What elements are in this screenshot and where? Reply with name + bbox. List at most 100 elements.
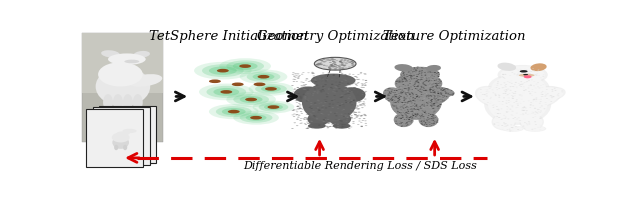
Circle shape — [421, 75, 422, 76]
Circle shape — [538, 109, 540, 110]
Circle shape — [321, 113, 323, 114]
Circle shape — [323, 121, 325, 122]
Circle shape — [425, 97, 427, 98]
Circle shape — [348, 93, 351, 94]
Circle shape — [300, 111, 302, 112]
Circle shape — [351, 99, 355, 100]
Circle shape — [361, 107, 364, 108]
Circle shape — [317, 64, 321, 65]
Circle shape — [300, 120, 302, 121]
Circle shape — [428, 113, 429, 114]
Circle shape — [349, 117, 353, 118]
Ellipse shape — [124, 132, 143, 146]
Circle shape — [511, 127, 513, 128]
Circle shape — [497, 122, 499, 123]
Circle shape — [333, 120, 336, 121]
Circle shape — [334, 91, 337, 92]
Circle shape — [399, 123, 401, 124]
Circle shape — [329, 66, 332, 67]
Circle shape — [311, 72, 314, 73]
Circle shape — [312, 91, 315, 92]
Circle shape — [546, 89, 548, 90]
Circle shape — [429, 124, 431, 125]
Circle shape — [345, 86, 348, 87]
Circle shape — [298, 115, 300, 116]
Circle shape — [392, 92, 394, 93]
Circle shape — [496, 109, 498, 110]
Circle shape — [541, 92, 543, 93]
Circle shape — [494, 112, 496, 113]
Circle shape — [360, 73, 362, 74]
Circle shape — [337, 78, 340, 79]
Circle shape — [351, 65, 354, 66]
Circle shape — [433, 98, 435, 99]
Circle shape — [529, 73, 531, 74]
Circle shape — [480, 92, 482, 93]
Circle shape — [319, 64, 323, 65]
Circle shape — [426, 93, 428, 94]
Circle shape — [325, 95, 328, 96]
Circle shape — [390, 91, 392, 92]
Circle shape — [302, 118, 305, 119]
Circle shape — [480, 89, 482, 90]
Circle shape — [352, 108, 355, 109]
Circle shape — [401, 106, 403, 107]
Circle shape — [344, 84, 346, 85]
Circle shape — [447, 93, 449, 94]
Circle shape — [490, 103, 492, 104]
Circle shape — [338, 119, 340, 120]
Circle shape — [404, 110, 406, 111]
Circle shape — [420, 72, 422, 73]
Circle shape — [506, 89, 508, 90]
Circle shape — [531, 95, 533, 96]
Circle shape — [410, 76, 412, 77]
Circle shape — [305, 96, 308, 97]
Circle shape — [421, 70, 423, 71]
Circle shape — [329, 98, 332, 99]
Circle shape — [406, 91, 408, 92]
Circle shape — [363, 114, 365, 115]
Circle shape — [520, 120, 522, 121]
Circle shape — [426, 95, 428, 96]
Circle shape — [390, 93, 392, 94]
Circle shape — [314, 82, 316, 83]
Circle shape — [403, 81, 404, 82]
Circle shape — [396, 83, 397, 84]
Circle shape — [222, 108, 246, 115]
Circle shape — [328, 66, 331, 67]
Circle shape — [397, 108, 399, 109]
Circle shape — [523, 101, 525, 102]
Circle shape — [530, 77, 532, 78]
Circle shape — [385, 95, 386, 96]
Circle shape — [527, 114, 529, 115]
Circle shape — [498, 94, 500, 95]
Circle shape — [429, 107, 431, 108]
Circle shape — [509, 93, 511, 94]
Circle shape — [425, 117, 427, 118]
Ellipse shape — [124, 60, 140, 63]
Circle shape — [424, 81, 426, 82]
Text: TetSphere Initialization: TetSphere Initialization — [150, 31, 308, 44]
Circle shape — [365, 80, 367, 81]
Circle shape — [438, 83, 440, 84]
Circle shape — [413, 84, 415, 85]
Circle shape — [404, 74, 406, 75]
Ellipse shape — [113, 94, 123, 111]
Circle shape — [326, 60, 330, 61]
Circle shape — [128, 126, 143, 131]
Circle shape — [534, 114, 536, 115]
Circle shape — [336, 94, 339, 95]
Circle shape — [552, 96, 554, 97]
Circle shape — [503, 115, 505, 116]
Ellipse shape — [112, 132, 130, 142]
Circle shape — [432, 115, 434, 116]
Circle shape — [335, 84, 339, 85]
Circle shape — [436, 85, 438, 86]
Circle shape — [437, 118, 439, 119]
Circle shape — [531, 103, 533, 104]
Circle shape — [329, 76, 332, 77]
Circle shape — [291, 114, 294, 115]
Circle shape — [496, 116, 498, 117]
Circle shape — [407, 104, 409, 105]
Circle shape — [292, 79, 295, 80]
